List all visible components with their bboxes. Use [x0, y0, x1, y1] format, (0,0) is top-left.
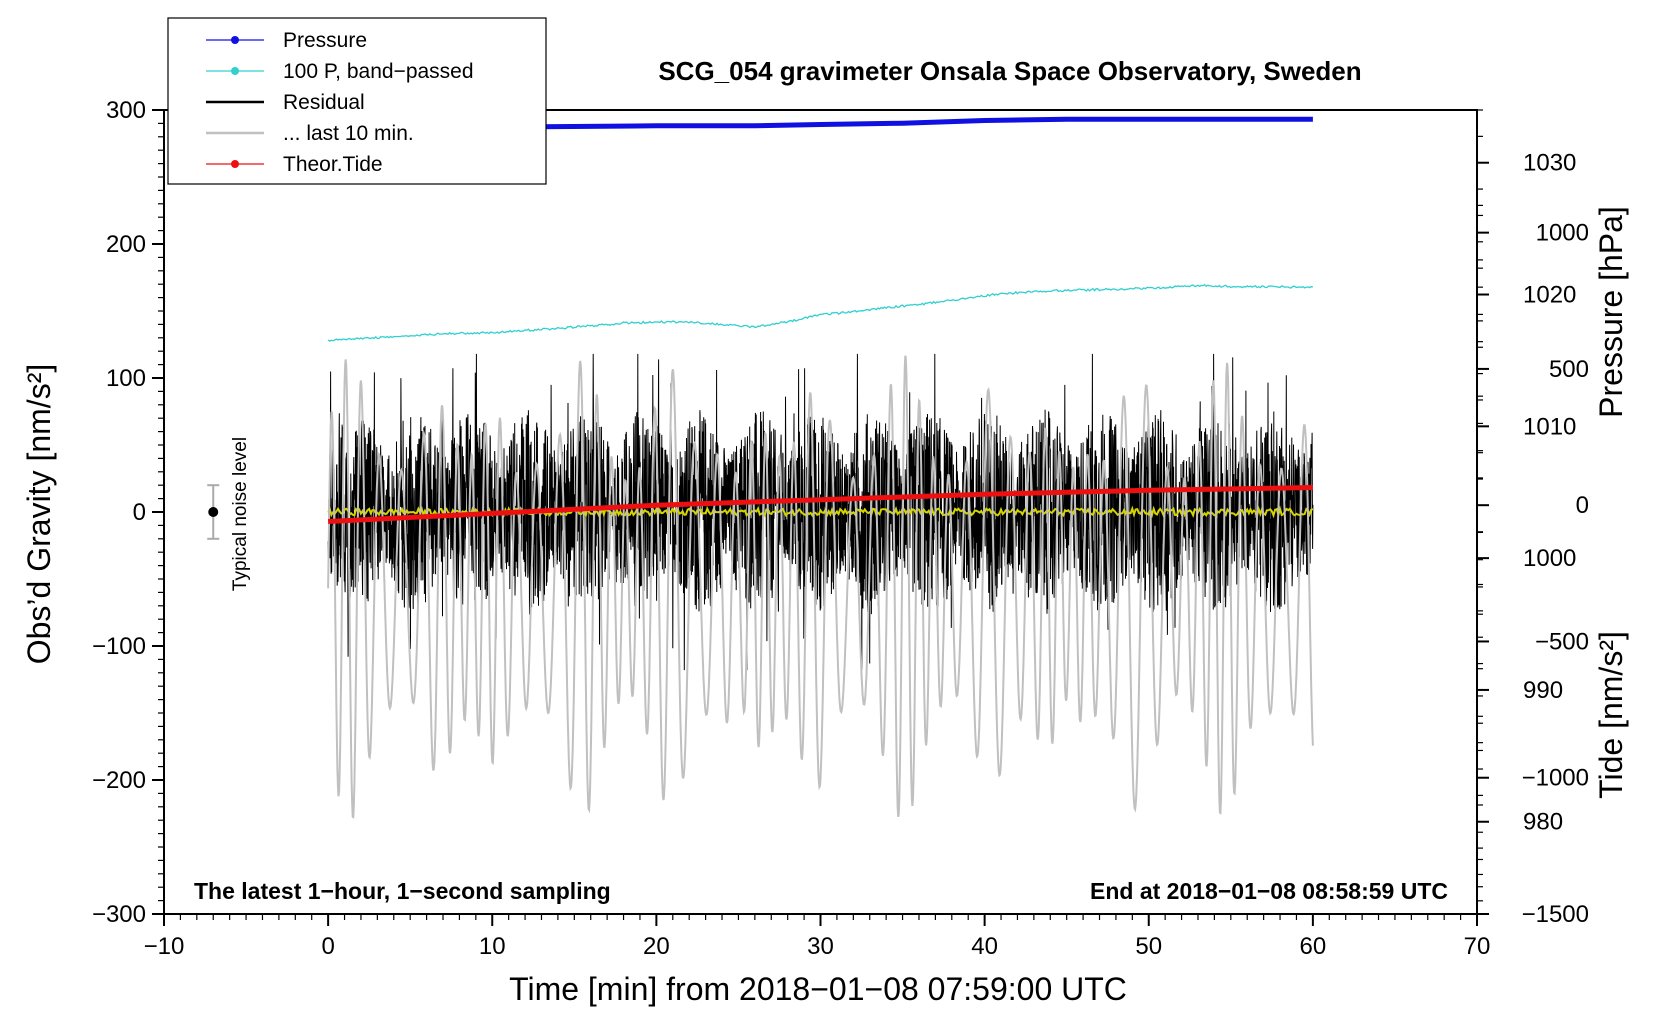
legend-label: Theor.Tide	[283, 153, 383, 176]
series-pressure	[328, 116, 1313, 133]
y-tick-label: 100	[106, 365, 146, 392]
x-tick-label: 20	[643, 933, 670, 960]
tide-tick-label: 0	[1576, 492, 1589, 519]
y-tick-label: −200	[92, 767, 146, 794]
series-last-10-min	[327, 355, 1314, 819]
y-tick-label: −300	[92, 901, 146, 928]
legend-swatch-marker	[231, 36, 239, 44]
typical-noise-label: Typical noise level	[230, 437, 251, 591]
y-axis-ticks: −300 −200 −100 0 100 200 300	[92, 97, 164, 928]
pressure-tick-label: 1010	[1523, 413, 1576, 440]
pressure-tick-label: 990	[1523, 677, 1563, 704]
tide-axis-ticks: −1500 −1000 −500 0 500 1000	[1477, 204, 1589, 928]
y-tick-label: −100	[92, 633, 146, 660]
pressure-axis-ticks: 980 990 1000 1010 1020 1030	[1477, 109, 1576, 902]
legend-label: 100 P, band−passed	[283, 60, 474, 83]
x-tick-label: 60	[1300, 933, 1327, 960]
x-tick-label: 0	[321, 933, 334, 960]
y-tick-label: 200	[106, 231, 146, 258]
legend-label: Pressure	[283, 29, 367, 52]
sampling-note: The latest 1−hour, 1−second sampling	[194, 878, 611, 904]
x-axis-ticks: −10 0 10 20 30 40 50 60 70	[144, 914, 1491, 960]
legend-label: ... last 10 min.	[283, 122, 414, 145]
series-residual	[327, 353, 1314, 671]
chart-title: SCG_054 gravimeter Onsala Space Observat…	[658, 56, 1361, 86]
legend-swatch-marker	[231, 160, 239, 168]
x-tick-label: 50	[1135, 933, 1162, 960]
y-tick-label: 0	[133, 499, 146, 526]
x-tick-label: −10	[144, 933, 185, 960]
tide-tick-label: −500	[1535, 628, 1589, 655]
pressure-tick-label: 980	[1523, 809, 1563, 836]
typical-noise-indicator	[207, 484, 220, 540]
pressure-axis-title: Pressure [hPa]	[1593, 206, 1629, 418]
series-pressure-bandpassed	[327, 283, 1313, 342]
legend-label: Residual	[283, 91, 365, 114]
tide-tick-label: −1000	[1522, 765, 1589, 792]
series-layer	[327, 116, 1314, 819]
tide-tick-label: 500	[1549, 356, 1589, 383]
noise-bar-point	[208, 507, 219, 517]
pressure-tick-label: 1030	[1523, 150, 1576, 177]
tide-tick-label: −1500	[1522, 901, 1589, 928]
x-axis-title: Time [min] from 2018−01−08 07:59:00 UTC	[509, 971, 1127, 1007]
tide-tick-label: 1000	[1536, 220, 1589, 247]
series-theoretical-tide	[327, 485, 1313, 524]
x-tick-label: 30	[807, 933, 834, 960]
pressure-tick-label: 1000	[1523, 545, 1576, 572]
pressure-tick-label: 1020	[1523, 282, 1576, 309]
x-tick-label: 40	[971, 933, 998, 960]
x-tick-label: 70	[1464, 933, 1491, 960]
end-time-note: End at 2018−01−08 08:58:59 UTC	[1090, 878, 1448, 904]
y-axis-title: Obs’d Gravity [nm/s²]	[21, 364, 57, 665]
y-tick-label: 300	[106, 97, 146, 124]
legend: Pressure 100 P, band−passed Residual ... la…	[167, 17, 547, 185]
tide-axis-title: Tide [nm/s²]	[1593, 631, 1629, 799]
legend-swatch-marker	[231, 67, 239, 75]
x-tick-label: 10	[479, 933, 506, 960]
